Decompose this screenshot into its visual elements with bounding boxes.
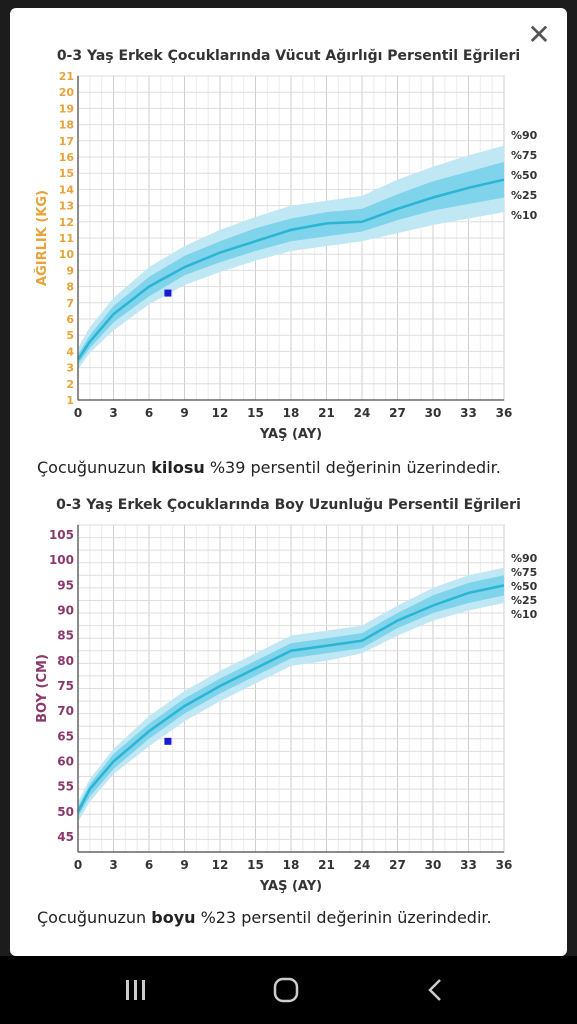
y-tick-label: 17 (59, 135, 74, 148)
x-tick-label: 3 (109, 406, 117, 420)
recent-apps-icon[interactable] (111, 970, 161, 1010)
home-icon[interactable] (261, 970, 311, 1010)
x-tick-label: 12 (212, 406, 229, 420)
x-tick-label: 15 (247, 858, 264, 872)
back-icon[interactable] (411, 970, 461, 1010)
percentile-label: %90 (511, 552, 538, 565)
y-tick-label: 80 (57, 654, 74, 668)
percentile-label: %75 (511, 149, 537, 162)
y-tick-label: 14 (59, 183, 75, 196)
y-tick-label: 3 (66, 362, 74, 375)
x-axis-label: YAŞ (AY) (259, 879, 322, 894)
x-tick-label: 9 (180, 406, 188, 420)
x-tick-label: 0 (74, 406, 82, 420)
y-tick-label: 18 (59, 119, 74, 132)
percentile-label: %50 (511, 580, 538, 593)
x-tick-label: 21 (318, 406, 335, 420)
x-tick-label: 15 (247, 406, 264, 420)
status-strip (0, 0, 577, 8)
chart-title-height: 0-3 Yaş Erkek Çocuklarında Boy Uzunluğu … (56, 497, 521, 513)
x-tick-label: 33 (460, 406, 477, 420)
y-tick-label: 6 (66, 313, 74, 326)
y-tick-label: 7 (66, 297, 74, 310)
y-tick-label: 55 (57, 780, 74, 794)
y-tick-label: 13 (59, 200, 74, 213)
y-tick-label: 65 (57, 729, 74, 743)
x-tick-label: 24 (354, 858, 371, 872)
y-tick-label: 9 (66, 264, 74, 277)
y-tick-label: 85 (57, 629, 74, 643)
y-tick-label: 90 (57, 604, 74, 618)
caption-bold: kilosu (151, 458, 205, 477)
y-tick-label: 5 (66, 329, 74, 342)
x-tick-label: 33 (460, 858, 477, 872)
x-tick-label: 6 (145, 406, 153, 420)
caption-prefix: Çocuğunuzun (37, 458, 152, 477)
x-tick-label: 30 (425, 858, 442, 872)
band-25-75 (78, 575, 504, 817)
y-tick-label: 20 (59, 86, 75, 99)
y-tick-label: 21 (59, 70, 74, 83)
y-tick-label: 1 (66, 394, 74, 407)
x-tick-label: 3 (109, 858, 117, 872)
y-tick-label: 95 (57, 578, 74, 592)
caption-suffix: %23 persentil değerinin üzerindedir. (195, 908, 492, 927)
weight-caption: Çocuğunuzun kilosu %39 persentil değerin… (37, 458, 501, 477)
y-tick-label: 19 (59, 102, 74, 115)
x-tick-label: 36 (496, 406, 513, 420)
x-tick-label: 27 (389, 406, 406, 420)
percentile-label: %10 (511, 608, 538, 621)
y-tick-label: 100 (49, 553, 74, 567)
band-25-75 (78, 161, 504, 365)
x-tick-label: 18 (283, 406, 300, 420)
x-tick-label: 0 (74, 858, 82, 872)
caption-bold: boyu (151, 908, 196, 927)
median-line (76, 584, 505, 813)
y-tick-label: 12 (59, 216, 74, 229)
y-axis-label: AĞIRLIK (KG) (34, 190, 50, 286)
y-tick-label: 16 (59, 151, 75, 164)
x-tick-label: 6 (145, 858, 153, 872)
y-tick-label: 60 (57, 754, 74, 768)
x-axis-label: YAŞ (AY) (259, 427, 322, 442)
y-tick-label: 2 (66, 378, 74, 391)
y-tick-label: 8 (66, 281, 74, 294)
child-data-point (164, 289, 172, 297)
median-line (76, 178, 505, 361)
y-tick-label: 50 (57, 805, 74, 819)
close-icon[interactable]: ✕ (527, 17, 551, 51)
percentile-label: %25 (511, 594, 537, 607)
x-tick-label: 9 (180, 858, 188, 872)
x-tick-label: 21 (318, 858, 335, 872)
percentile-label: %90 (511, 129, 538, 142)
x-tick-label: 24 (354, 406, 371, 420)
percentile-label: %50 (511, 169, 538, 182)
x-tick-label: 18 (283, 858, 300, 872)
percentile-label: %10 (511, 209, 538, 222)
child-data-point (164, 737, 172, 745)
percentile-label: %25 (511, 189, 537, 202)
x-tick-label: 36 (496, 858, 513, 872)
y-tick-label: 45 (57, 830, 74, 844)
y-tick-label: 75 (57, 679, 74, 693)
y-tick-label: 105 (49, 528, 74, 542)
y-tick-label: 11 (59, 232, 74, 245)
y-axis-label: BOY (CM) (35, 654, 50, 723)
system-navbar (0, 956, 577, 1024)
caption-suffix: %39 persentil değerinin üzerindedir. (204, 458, 501, 477)
y-tick-label: 70 (57, 704, 74, 718)
height-caption: Çocuğunuzun boyu %23 persentil değerinin… (37, 908, 492, 927)
chart-title-weight: 0-3 Yaş Erkek Çocuklarında Vücut Ağırlığ… (56, 48, 521, 64)
y-tick-label: 4 (66, 345, 74, 358)
x-tick-label: 27 (389, 858, 406, 872)
caption-prefix: Çocuğunuzun (37, 908, 152, 927)
band-10-90 (78, 567, 504, 822)
y-tick-label: 10 (59, 248, 75, 261)
percentile-label: %75 (511, 566, 537, 579)
x-tick-label: 12 (212, 858, 229, 872)
y-tick-label: 15 (59, 167, 74, 180)
x-tick-label: 30 (425, 406, 442, 420)
